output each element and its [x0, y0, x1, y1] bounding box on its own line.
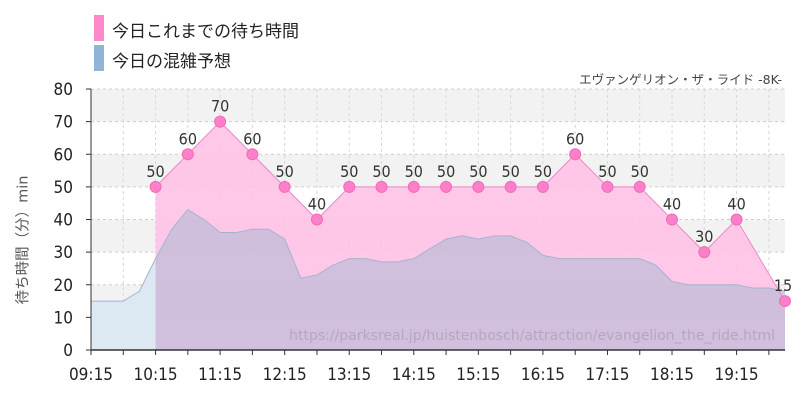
- legend-swatch-wait-today: [94, 15, 104, 41]
- watermark-url: https://parksreal.jp/huistenbosch/attrac…: [289, 328, 775, 344]
- x-tick-label: 12:15: [263, 365, 307, 385]
- data-point: [779, 295, 791, 308]
- data-label: 50: [405, 162, 423, 181]
- data-point: [310, 213, 323, 226]
- data-label: 40: [308, 195, 326, 214]
- data-label: 60: [243, 129, 261, 148]
- area-forecast-early: [91, 258, 156, 350]
- x-tick-label: 14:15: [392, 365, 436, 385]
- y-tick-label: 80: [54, 80, 73, 100]
- data-label: 50: [372, 162, 390, 181]
- data-label: 50: [469, 162, 487, 181]
- x-tick-label: 19:15: [715, 365, 759, 385]
- data-label: 50: [631, 162, 649, 181]
- data-point: [246, 148, 259, 161]
- line-forecast: [91, 209, 786, 302]
- data-label: 50: [437, 162, 455, 181]
- data-label: 60: [566, 129, 584, 148]
- data-point: [375, 180, 388, 193]
- y-tick-label: 0: [63, 341, 73, 361]
- y-tick-label: 50: [54, 178, 73, 198]
- y-tick-label: 70: [54, 113, 73, 133]
- legend-label-forecast: 今日の混雑予想: [112, 52, 231, 72]
- data-label: 50: [276, 162, 294, 181]
- data-point: [149, 180, 162, 193]
- x-tick-label: 09:15: [69, 365, 113, 385]
- data-point: [440, 180, 453, 193]
- data-label: 50: [146, 162, 164, 181]
- legend-label-wait-today: 今日これまでの待ち時間: [112, 22, 299, 42]
- data-point: [343, 180, 356, 193]
- data-point: [666, 213, 679, 226]
- data-point: [181, 148, 194, 161]
- line-actual-wait: [155, 120, 786, 302]
- grid-band: [91, 89, 785, 122]
- data-point: [730, 213, 743, 226]
- data-point: [633, 180, 646, 193]
- data-label: 30: [695, 227, 713, 246]
- y-tick-label: 10: [54, 308, 73, 328]
- y-tick-label: 30: [54, 243, 73, 263]
- x-tick-label: 15:15: [456, 365, 500, 385]
- y-tick-label: 20: [54, 276, 73, 296]
- data-point: [472, 180, 485, 193]
- x-tick-label: 17:15: [585, 365, 629, 385]
- data-label: 15: [774, 276, 792, 295]
- x-tick-label: 10:15: [134, 365, 178, 385]
- legend-swatch-forecast: [94, 45, 104, 71]
- data-label: 60: [179, 129, 197, 148]
- data-label: 40: [663, 195, 681, 214]
- data-point: [601, 180, 614, 193]
- data-label: 50: [340, 162, 358, 181]
- data-label: 50: [598, 162, 616, 181]
- data-point: [214, 115, 227, 128]
- data-point: [504, 180, 517, 193]
- data-label: 50: [501, 162, 519, 181]
- data-point: [278, 180, 291, 193]
- data-label: 70: [211, 97, 229, 116]
- area-forecast: [155, 209, 786, 350]
- x-tick-label: 16:15: [521, 365, 565, 385]
- data-label: 50: [534, 162, 552, 181]
- y-tick-label: 40: [54, 211, 73, 231]
- data-point: [536, 180, 549, 193]
- x-tick-label: 11:15: [198, 365, 242, 385]
- data-point: [407, 180, 420, 193]
- x-tick-label: 18:15: [650, 365, 694, 385]
- data-point: [698, 246, 711, 259]
- chart-subtitle: エヴァンゲリオン・ザ・ライド -8K-: [579, 72, 782, 87]
- data-label: 40: [727, 195, 745, 214]
- data-point: [569, 148, 582, 161]
- x-tick-label: 13:15: [327, 365, 371, 385]
- y-tick-label: 60: [54, 145, 73, 165]
